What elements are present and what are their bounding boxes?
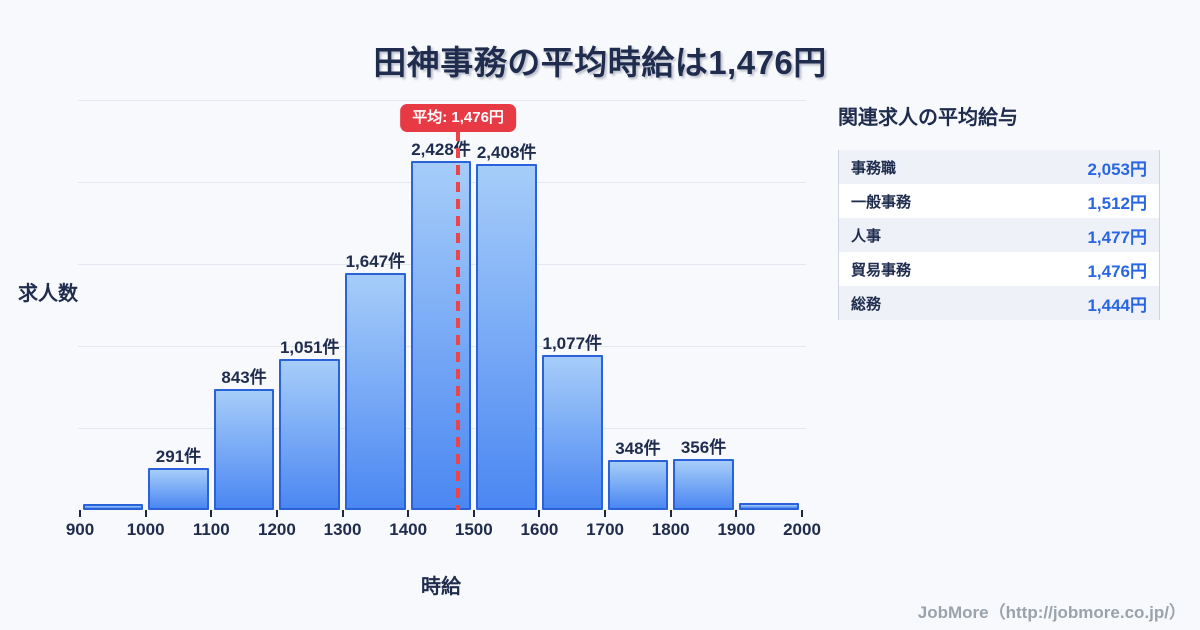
x-tick-label: 1300 xyxy=(323,520,362,539)
related-job-label: 貿易事務 xyxy=(851,261,912,279)
gridline xyxy=(78,100,806,101)
x-tick-mark xyxy=(210,510,213,517)
x-tick-label: 1100 xyxy=(192,520,230,539)
x-tick-mark xyxy=(604,510,607,517)
histogram-bar xyxy=(673,458,734,510)
x-tick-label: 1800 xyxy=(651,520,690,539)
x-tick-label: 1600 xyxy=(520,520,559,539)
bar-value-label: 348件 xyxy=(615,438,661,458)
related-job-value: 1,444円 xyxy=(1087,295,1147,315)
x-tick-label: 2000 xyxy=(783,520,821,539)
histogram-bar xyxy=(82,504,144,510)
x-tick-label: 1500 xyxy=(454,520,493,539)
histogram-bar xyxy=(213,388,275,510)
bar-value-label: 843件 xyxy=(221,367,267,387)
x-tick-mark xyxy=(735,510,738,517)
related-job-value: 1,476円 xyxy=(1087,261,1147,281)
page-title: 田神事務の平均時給は1,476円 xyxy=(373,44,827,81)
related-job-row: 一般事務 1,512円 xyxy=(839,184,1159,218)
histogram-bar xyxy=(738,502,800,510)
related-job-value: 2,053円 xyxy=(1087,159,1147,179)
x-tick-label: 1000 xyxy=(126,520,165,539)
related-jobs-list: 事務職 2,053円一般事務 1,512円人事 1,477円貿易事務 1,476円総務 1… xyxy=(838,150,1160,320)
histogram-bar xyxy=(476,163,537,510)
x-tick-mark xyxy=(538,510,541,517)
related-job-label: 事務職 xyxy=(851,159,897,177)
x-tick-mark xyxy=(144,510,147,517)
histogram-bar xyxy=(410,160,472,510)
mean-badge: 平均: 1,476円 xyxy=(400,104,516,132)
bar-value-label: 1,077件 xyxy=(542,334,603,354)
histogram-bar xyxy=(607,459,669,510)
histogram-bar xyxy=(279,358,341,510)
x-axis-label: 時給 xyxy=(421,576,461,598)
related-job-row: 総務 1,444円 xyxy=(839,286,1159,320)
x-tick-mark xyxy=(407,510,410,517)
x-tick-label: 1400 xyxy=(389,520,428,539)
related-job-value: 1,512円 xyxy=(1087,193,1147,213)
x-tick-mark xyxy=(341,510,344,517)
histogram-bar xyxy=(345,273,406,510)
bar-value-label: 1,051件 xyxy=(279,337,340,357)
related-job-label: 総務 xyxy=(851,295,882,313)
related-job-row: 人事 1,477円 xyxy=(839,218,1159,252)
x-tick-mark xyxy=(79,510,81,517)
x-tick-mark xyxy=(275,510,278,517)
mean-line xyxy=(456,131,461,510)
related-job-label: 一般事務 xyxy=(851,193,912,211)
x-tick-label: 1700 xyxy=(586,520,624,539)
related-job-row: 事務職 2,053円 xyxy=(839,150,1159,184)
bar-value-label: 356件 xyxy=(680,437,727,457)
x-tick-mark xyxy=(472,510,475,517)
related-job-label: 人事 xyxy=(851,227,882,245)
bar-value-label: 1,647件 xyxy=(345,252,406,272)
x-tick-mark xyxy=(669,510,672,517)
footer-credit: JobMore（http://jobmore.co.jp/） xyxy=(917,603,1186,622)
related-job-value: 1,477円 xyxy=(1087,227,1147,247)
bar-value-label: 291件 xyxy=(155,447,202,467)
x-tick-mark xyxy=(801,510,803,517)
bar-value-label: 2,408件 xyxy=(476,142,537,162)
related-job-row: 貿易事務 1,476円 xyxy=(839,252,1159,286)
panel-title: 関連求人の平均給与 xyxy=(838,107,1018,129)
x-tick-label: 900 xyxy=(65,520,95,539)
bar-value-label: 2,428件 xyxy=(411,139,471,159)
x-tick-label: 1900 xyxy=(717,520,756,539)
y-axis-label: 求人数 xyxy=(18,283,78,305)
x-tick-label: 1200 xyxy=(257,520,296,539)
histogram-bar xyxy=(541,355,603,510)
wage-histogram: 291件 843件 1,051件 1,647件 2,428件 2,408件 1,077件 34… xyxy=(18,100,821,598)
histogram-bar xyxy=(148,468,209,510)
related-jobs-panel: 関連求人の平均給与 事務職 2,053円一般事務 1,512円人事 1,477円貿易事… xyxy=(838,101,1160,320)
